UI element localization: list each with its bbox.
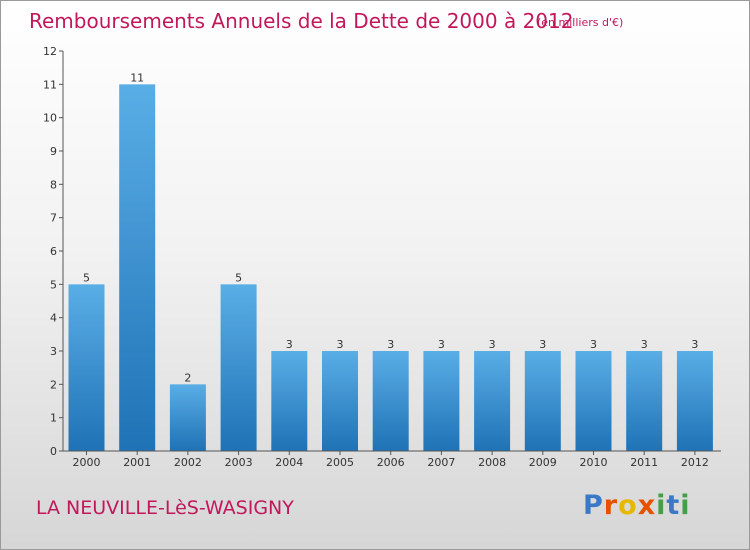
- y-tick-label: 5: [50, 278, 57, 291]
- x-tick-label-2008: 2008: [478, 456, 506, 469]
- value-label-2010: 3: [590, 338, 597, 351]
- y-tick-label: 2: [50, 378, 57, 391]
- bar-2000: [68, 284, 105, 451]
- x-tick-label-2007: 2007: [427, 456, 455, 469]
- y-tick-label: 12: [43, 45, 57, 58]
- value-label-2001: 11: [130, 71, 144, 84]
- unit-note: (en milliers d'€): [537, 16, 624, 29]
- y-tick-label: 11: [43, 78, 57, 91]
- bar-2008: [474, 351, 511, 451]
- value-label-2002: 2: [184, 371, 191, 384]
- x-tick-label-2006: 2006: [377, 456, 405, 469]
- x-tick-label-2011: 2011: [630, 456, 658, 469]
- y-tick-label: 10: [43, 112, 57, 125]
- x-tick-label-2003: 2003: [225, 456, 253, 469]
- x-axis: 2000 2001 2002 2003 2004 2005 2006 2007 2008 2009…: [63, 450, 721, 469]
- x-tick-label-2005: 2005: [326, 456, 354, 469]
- bar-2010: [575, 351, 612, 451]
- y-tick-label: 9: [50, 145, 57, 158]
- value-label-2008: 3: [489, 338, 496, 351]
- bar-2002: [169, 384, 206, 451]
- value-label-2006: 3: [387, 338, 394, 351]
- bar-2011: [626, 351, 663, 451]
- proxiti-logo: Proxiti: [583, 490, 691, 521]
- y-tick-label: 8: [50, 178, 57, 191]
- value-label-2012: 3: [691, 338, 698, 351]
- x-tick-label-2009: 2009: [529, 456, 557, 469]
- y-tick-label: 7: [50, 212, 57, 225]
- bar-2007: [423, 351, 460, 451]
- bar-2004: [271, 351, 308, 451]
- y-tick-label: 0: [50, 445, 57, 458]
- value-label-2009: 3: [539, 338, 546, 351]
- y-tick-label: 1: [50, 412, 57, 425]
- y-tick-label: 6: [50, 245, 57, 258]
- value-label-2004: 3: [286, 338, 293, 351]
- y-tick-label: 4: [50, 312, 57, 325]
- x-tick-label-2000: 2000: [73, 456, 101, 469]
- bar-2009: [524, 351, 561, 451]
- bar-2003: [220, 284, 257, 451]
- bar-2012: [676, 351, 713, 451]
- value-label-2003: 5: [235, 271, 242, 284]
- x-tick-label-2010: 2010: [580, 456, 608, 469]
- bar-2001: [119, 84, 156, 451]
- commune-name: LA NEUVILLE-LèS-WASIGNY: [36, 497, 294, 519]
- x-tick-label-2004: 2004: [275, 456, 303, 469]
- value-label-2005: 3: [337, 338, 344, 351]
- bar-2006: [372, 351, 409, 451]
- chart-title: Remboursements Annuels de la Dette de 20…: [29, 9, 574, 33]
- value-label-2011: 3: [641, 338, 648, 351]
- bars: 5 11 2 5 3 3 3 3 3 3 3 3 3: [68, 71, 713, 451]
- x-tick-label-2012: 2012: [681, 456, 709, 469]
- x-tick-label-2001: 2001: [123, 456, 151, 469]
- x-tick-label-2002: 2002: [174, 456, 202, 469]
- value-label-2007: 3: [438, 338, 445, 351]
- bar-2005: [322, 351, 358, 451]
- y-tick-label: 3: [50, 345, 57, 358]
- value-label-2000: 5: [83, 271, 90, 284]
